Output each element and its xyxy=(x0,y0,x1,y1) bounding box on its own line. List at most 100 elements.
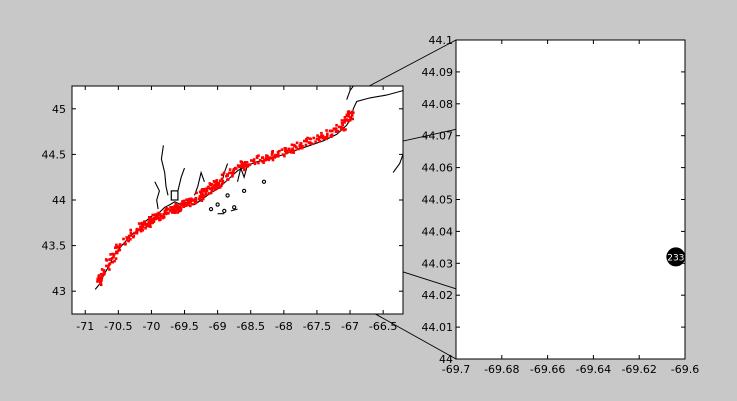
observation-point xyxy=(228,171,231,175)
observation-point xyxy=(189,204,192,208)
inset-x-tick-label: -69.64 xyxy=(576,363,611,376)
observation-point xyxy=(344,128,347,131)
inset-y-tick-label: 44.08 xyxy=(422,98,454,111)
observation-point xyxy=(257,161,260,165)
observation-point xyxy=(129,231,133,235)
observation-point xyxy=(352,111,355,114)
observation-point xyxy=(242,165,245,169)
inset-axes: 233 -69.7 -69.68 -69.66 -69.64 -69.62 -69.6 4… xyxy=(422,34,700,376)
observation-point xyxy=(154,213,158,217)
observation-point xyxy=(135,227,139,231)
x-tick-label: -67 xyxy=(341,320,359,333)
observation-point xyxy=(264,157,268,160)
observation-point xyxy=(208,192,211,195)
observation-point xyxy=(161,216,165,220)
observation-point xyxy=(141,229,144,232)
observation-point xyxy=(326,132,329,136)
observation-point xyxy=(202,195,206,198)
inset-y-tick-label: 44.04 xyxy=(422,225,454,238)
observation-point xyxy=(210,188,214,191)
observation-point xyxy=(112,255,115,259)
observation-point xyxy=(129,228,132,232)
observation-point xyxy=(340,128,343,131)
observation-point xyxy=(210,189,214,193)
observation-point xyxy=(303,139,306,143)
observation-point xyxy=(159,213,162,216)
inset-x-tick-label: -69.6 xyxy=(671,363,699,376)
observation-point xyxy=(166,211,169,215)
y-tick-label: 43 xyxy=(52,285,66,298)
observation-point xyxy=(331,129,334,133)
observation-point xyxy=(178,205,182,209)
observation-point xyxy=(349,111,352,115)
observation-point xyxy=(226,178,229,181)
coastline-segment xyxy=(193,170,205,196)
observation-point xyxy=(189,200,192,203)
observation-point xyxy=(284,151,288,155)
observation-point xyxy=(187,201,191,205)
y-tick-label: 44 xyxy=(52,194,66,207)
observation-point xyxy=(351,117,354,121)
observation-point xyxy=(220,184,223,187)
observation-point xyxy=(127,234,131,238)
observation-point xyxy=(292,149,296,153)
observation-point xyxy=(125,238,129,242)
observation-point xyxy=(105,259,109,262)
observation-point xyxy=(194,196,198,200)
observation-point xyxy=(232,169,235,173)
observation-point xyxy=(314,140,317,143)
observation-point xyxy=(343,120,346,123)
observation-point xyxy=(299,142,302,145)
observation-point xyxy=(336,129,340,133)
observation-point xyxy=(186,199,190,202)
observation-point xyxy=(270,156,274,159)
observation-point xyxy=(112,253,116,256)
observation-point xyxy=(137,222,141,225)
observation-point xyxy=(143,221,147,224)
observation-point xyxy=(243,168,246,172)
observation-point xyxy=(144,227,147,230)
observation-point xyxy=(271,150,274,153)
observation-point xyxy=(262,159,266,162)
observation-point xyxy=(98,278,102,281)
observation-point xyxy=(175,207,178,211)
observation-point xyxy=(220,177,224,181)
observation-point xyxy=(343,116,347,119)
main-map-x-ticks: -71 -70.5 -70 -69.5 -69 -68.5 -68 -67.5 -67 -66.5 xyxy=(76,86,397,333)
observation-point xyxy=(290,150,293,154)
observation-point xyxy=(244,164,247,167)
observation-point xyxy=(225,174,228,178)
observation-point xyxy=(107,265,110,269)
island xyxy=(222,208,227,214)
observation-point xyxy=(221,181,225,185)
observation-point xyxy=(213,188,217,191)
observation-point xyxy=(125,236,128,239)
observation-point xyxy=(220,173,224,177)
observation-point xyxy=(116,245,120,249)
observation-point xyxy=(320,131,323,135)
observation-point xyxy=(305,140,308,143)
observation-point xyxy=(215,187,219,190)
observation-point xyxy=(96,280,99,283)
observation-point xyxy=(349,116,352,119)
zoom-box xyxy=(170,190,179,201)
inset-x-tick-label: -69.68 xyxy=(484,363,519,376)
x-tick-label: -66.5 xyxy=(369,320,397,333)
observation-point xyxy=(296,147,300,151)
observation-point xyxy=(213,186,217,190)
observation-point xyxy=(212,184,215,187)
observation-point xyxy=(310,142,314,145)
observation-point xyxy=(173,210,176,213)
observation-point xyxy=(114,246,117,249)
observation-point xyxy=(162,216,166,219)
observation-point xyxy=(111,260,114,264)
observation-point xyxy=(113,259,116,263)
observation-point xyxy=(174,202,178,206)
observation-point xyxy=(257,154,260,157)
observation-point xyxy=(108,268,111,271)
observation-point xyxy=(158,218,161,222)
observation-point xyxy=(305,138,308,141)
observation-point xyxy=(260,160,264,163)
x-tick-label: -69.5 xyxy=(170,320,198,333)
observation-point xyxy=(239,164,242,168)
